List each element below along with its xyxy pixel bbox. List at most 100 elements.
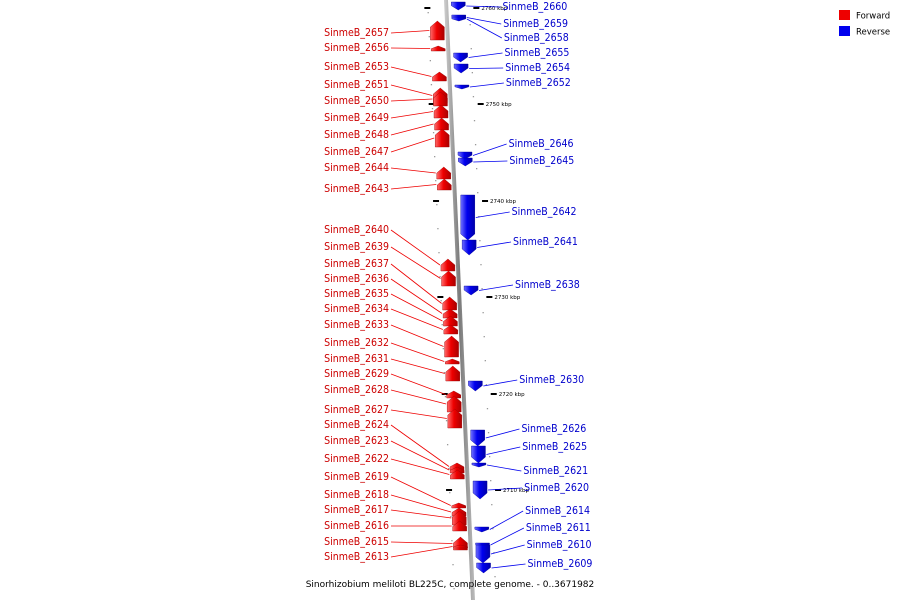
reverse-leader xyxy=(485,428,520,439)
tick-mark-right xyxy=(473,7,480,9)
tick-label: 2750 kbp xyxy=(486,102,512,108)
forward-gene-label: SinmeB_2628 xyxy=(324,384,389,396)
reverse-gene-label: SinmeB_2621 xyxy=(523,465,588,477)
forward-gene-label: SinmeB_2656 xyxy=(324,42,389,54)
reverse-leader xyxy=(479,284,514,291)
forward-leader xyxy=(390,476,451,506)
reverse-leader xyxy=(483,379,518,387)
reverse-gene-arrow xyxy=(451,16,467,22)
forward-gene-arrow xyxy=(447,408,463,429)
forward-leader xyxy=(390,509,452,519)
reverse-leader xyxy=(466,5,501,8)
reverse-gene-label: SinmeB_2658 xyxy=(504,32,569,44)
forward-leader xyxy=(390,167,436,174)
forward-leader xyxy=(390,440,450,471)
forward-gene-label: SinmeB_2653 xyxy=(324,61,389,73)
forward-leader xyxy=(390,111,434,119)
forward-gene-arrow xyxy=(442,296,457,311)
forward-leader xyxy=(390,66,432,77)
forward-gene-arrow xyxy=(437,178,452,191)
forward-leader xyxy=(390,324,444,347)
reverse-gene-label: SinmeB_2660 xyxy=(502,1,567,13)
reverse-gene-arrow xyxy=(458,157,473,167)
reverse-leader xyxy=(466,17,502,25)
forward-gene-label: SinmeB_2616 xyxy=(324,520,389,532)
reverse-leader xyxy=(486,464,522,472)
forward-gene-arrow xyxy=(445,365,461,382)
forward-gene-label: SinmeB_2617 xyxy=(324,504,389,516)
reverse-leader xyxy=(473,160,508,163)
forward-gene-label: SinmeB_2631 xyxy=(324,353,389,365)
forward-gene-label: SinmeB_2623 xyxy=(324,435,389,447)
reverse-leader xyxy=(469,82,504,88)
forward-gene-label: SinmeB_2615 xyxy=(324,536,389,548)
tick-label: 2720 kbp xyxy=(499,392,525,398)
forward-gene-arrow xyxy=(441,270,456,287)
reverse-gene-arrow xyxy=(451,1,466,11)
scale-dots xyxy=(427,12,496,590)
reverse-leader xyxy=(468,52,503,58)
forward-leader-lines xyxy=(390,30,453,558)
forward-leader xyxy=(390,424,450,467)
forward-leader xyxy=(390,494,452,513)
legend-reverse-swatch xyxy=(839,26,850,36)
reverse-gene-label: SinmeB_2646 xyxy=(509,138,574,150)
forward-leader xyxy=(390,84,433,96)
forward-gene-label: SinmeB_2618 xyxy=(324,489,389,501)
forward-gene-label: SinmeB_2629 xyxy=(324,368,389,380)
reverse-leader xyxy=(475,211,510,218)
reverse-gene-arrow xyxy=(457,151,473,160)
forward-leader xyxy=(390,137,435,153)
legend: Forward Reverse xyxy=(839,10,890,38)
reverse-gene-arrow xyxy=(472,480,488,500)
forward-gene-label: SinmeB_2649 xyxy=(324,112,389,124)
reverse-gene-arrow xyxy=(470,429,485,447)
reverse-gene-label: SinmeB_2641 xyxy=(513,236,578,248)
forward-gene-arrow xyxy=(450,469,465,480)
forward-gene-arrow xyxy=(436,166,451,180)
forward-gene-arrow xyxy=(443,315,458,327)
forward-gene-arrow xyxy=(435,128,450,148)
forward-leader xyxy=(390,98,433,102)
reverse-gene-arrow xyxy=(460,194,475,241)
forward-gene-label: SinmeB_2627 xyxy=(324,404,389,416)
forward-gene-labels: SinmeB_2657 SinmeB_2656 SinmeB_2653 SinmeB_… xyxy=(324,27,389,563)
reverse-leader xyxy=(466,18,503,39)
reverse-leader xyxy=(469,67,504,69)
forward-leader xyxy=(390,358,445,374)
reverse-leader xyxy=(486,446,521,455)
forward-gene-arrow xyxy=(430,45,446,52)
forward-gene-label: SinmeB_2657 xyxy=(324,27,389,39)
reverse-gene-label: SinmeB_2655 xyxy=(505,47,570,59)
reverse-gene-arrow xyxy=(454,84,470,90)
forward-gene-label: SinmeB_2648 xyxy=(324,129,389,141)
tick-mark-left xyxy=(433,200,440,202)
forward-leader xyxy=(390,229,441,266)
forward-gene-arrow xyxy=(451,502,466,509)
reverse-gene-label: SinmeB_2659 xyxy=(503,18,568,30)
forward-gene-arrow xyxy=(444,335,459,358)
forward-gene-label: SinmeB_2643 xyxy=(324,183,389,195)
reverse-gene-arrow xyxy=(453,52,468,63)
forward-leader xyxy=(390,47,431,49)
reverse-gene-label: SinmeB_2630 xyxy=(519,374,584,386)
forward-gene-label: SinmeB_2636 xyxy=(324,273,389,285)
tick-label: 2730 kbp xyxy=(494,295,520,301)
reverse-gene-arrow xyxy=(476,562,491,574)
tick-mark-right xyxy=(490,393,497,395)
forward-gene-arrow xyxy=(430,20,445,41)
forward-gene-label: SinmeB_2632 xyxy=(324,337,389,349)
tick-mark-right xyxy=(482,200,489,202)
reverse-gene-arrow xyxy=(468,380,483,392)
forward-gene-label: SinmeB_2650 xyxy=(324,95,389,107)
forward-gene-arrow xyxy=(452,520,467,532)
forward-gene-arrow xyxy=(453,544,468,549)
reverse-gene-arrow xyxy=(461,239,477,256)
tick-mark-right xyxy=(495,489,502,491)
forward-leader xyxy=(390,342,445,362)
forward-leader xyxy=(390,184,437,190)
reverse-gene-arrow xyxy=(474,526,490,533)
reverse-gene-arrow xyxy=(463,285,479,296)
forward-gene-label: SinmeB_2634 xyxy=(324,303,389,315)
forward-gene-label: SinmeB_2633 xyxy=(324,319,389,331)
